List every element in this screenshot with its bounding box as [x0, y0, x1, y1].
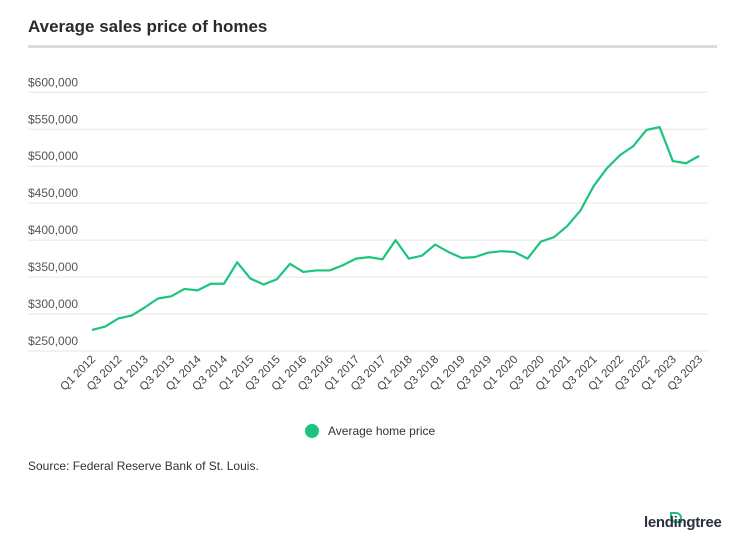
data-point[interactable]	[325, 265, 335, 275]
y-tick-label: $600,000	[28, 75, 78, 89]
data-point[interactable]	[575, 206, 585, 216]
data-point[interactable]	[602, 163, 612, 173]
data-point[interactable]	[232, 257, 242, 267]
data-point[interactable]	[549, 232, 559, 242]
data-point[interactable]	[338, 260, 348, 270]
data-point[interactable]	[285, 259, 295, 269]
data-point[interactable]	[589, 181, 599, 191]
leaf-logo-icon	[670, 512, 682, 523]
data-point[interactable]	[377, 254, 387, 264]
data-point[interactable]	[298, 267, 308, 277]
data-point[interactable]	[628, 141, 638, 151]
data-point[interactable]	[483, 248, 493, 258]
series-line-average-home-price	[91, 125, 700, 332]
data-point[interactable]	[100, 322, 110, 332]
chart-title: Average sales price of homes	[28, 17, 268, 36]
y-tick-label: $250,000	[28, 334, 78, 348]
data-point[interactable]	[140, 302, 150, 312]
data-point[interactable]	[668, 156, 678, 166]
data-point[interactable]	[166, 291, 176, 301]
lendingtree-logo: lendingtree	[644, 514, 722, 531]
data-point[interactable]	[364, 252, 374, 262]
legend[interactable]: Average home price	[305, 424, 435, 438]
data-point[interactable]	[615, 150, 625, 160]
data-point[interactable]	[351, 254, 361, 264]
data-point[interactable]	[259, 279, 269, 289]
data-point[interactable]	[681, 158, 691, 168]
data-point[interactable]	[457, 253, 467, 263]
legend-marker	[305, 424, 319, 438]
y-tick-label: $400,000	[28, 223, 78, 237]
title-divider	[28, 45, 717, 48]
data-point[interactable]	[496, 246, 506, 256]
data-point[interactable]	[179, 284, 189, 294]
data-point[interactable]	[219, 279, 229, 289]
data-point[interactable]	[206, 279, 216, 289]
source-note: Source: Federal Reserve Bank of St. Loui…	[28, 459, 259, 473]
data-point[interactable]	[430, 240, 440, 250]
data-point[interactable]	[443, 247, 453, 257]
legend-label: Average home price	[328, 424, 436, 438]
data-point[interactable]	[272, 274, 282, 284]
data-point[interactable]	[641, 125, 651, 135]
data-point[interactable]	[404, 254, 414, 264]
y-tick-label: $300,000	[28, 297, 78, 311]
data-point[interactable]	[391, 235, 401, 245]
data-point[interactable]	[470, 252, 480, 262]
data-point[interactable]	[193, 285, 203, 295]
data-point[interactable]	[417, 251, 427, 261]
data-point[interactable]	[87, 325, 97, 335]
data-point[interactable]	[113, 313, 123, 323]
data-point[interactable]	[536, 237, 546, 247]
y-tick-label: $500,000	[28, 149, 78, 163]
data-point[interactable]	[311, 265, 321, 275]
data-point[interactable]	[245, 274, 255, 284]
y-tick-label: $550,000	[28, 112, 78, 126]
data-point[interactable]	[523, 254, 533, 264]
data-point[interactable]	[509, 247, 519, 257]
line-chart: $250,000 $300,000 $350,000 $400,000 $450,000…	[28, 75, 708, 393]
y-tick-label: $450,000	[28, 186, 78, 200]
data-point[interactable]	[127, 311, 137, 321]
data-point[interactable]	[153, 294, 163, 304]
data-point[interactable]	[694, 151, 704, 161]
y-tick-label: $350,000	[28, 260, 78, 274]
data-point[interactable]	[655, 122, 665, 132]
data-point[interactable]	[562, 221, 572, 231]
